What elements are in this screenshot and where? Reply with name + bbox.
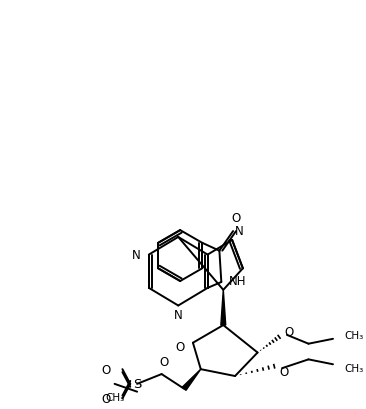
Text: S: S xyxy=(133,378,141,391)
Text: N: N xyxy=(132,249,141,261)
Text: N: N xyxy=(235,225,244,237)
Text: O: O xyxy=(159,355,168,368)
Text: O: O xyxy=(231,212,241,225)
Text: CH₃: CH₃ xyxy=(105,392,124,402)
Text: O: O xyxy=(176,340,185,353)
Text: N: N xyxy=(174,309,183,321)
Text: O: O xyxy=(284,326,293,339)
Text: O: O xyxy=(101,363,111,376)
Text: CH₃: CH₃ xyxy=(345,363,364,373)
Polygon shape xyxy=(182,369,201,390)
Text: O: O xyxy=(101,392,111,405)
Text: CH₃: CH₃ xyxy=(345,330,364,340)
Text: O: O xyxy=(279,365,288,378)
Text: NH: NH xyxy=(229,274,247,287)
Polygon shape xyxy=(221,290,226,325)
